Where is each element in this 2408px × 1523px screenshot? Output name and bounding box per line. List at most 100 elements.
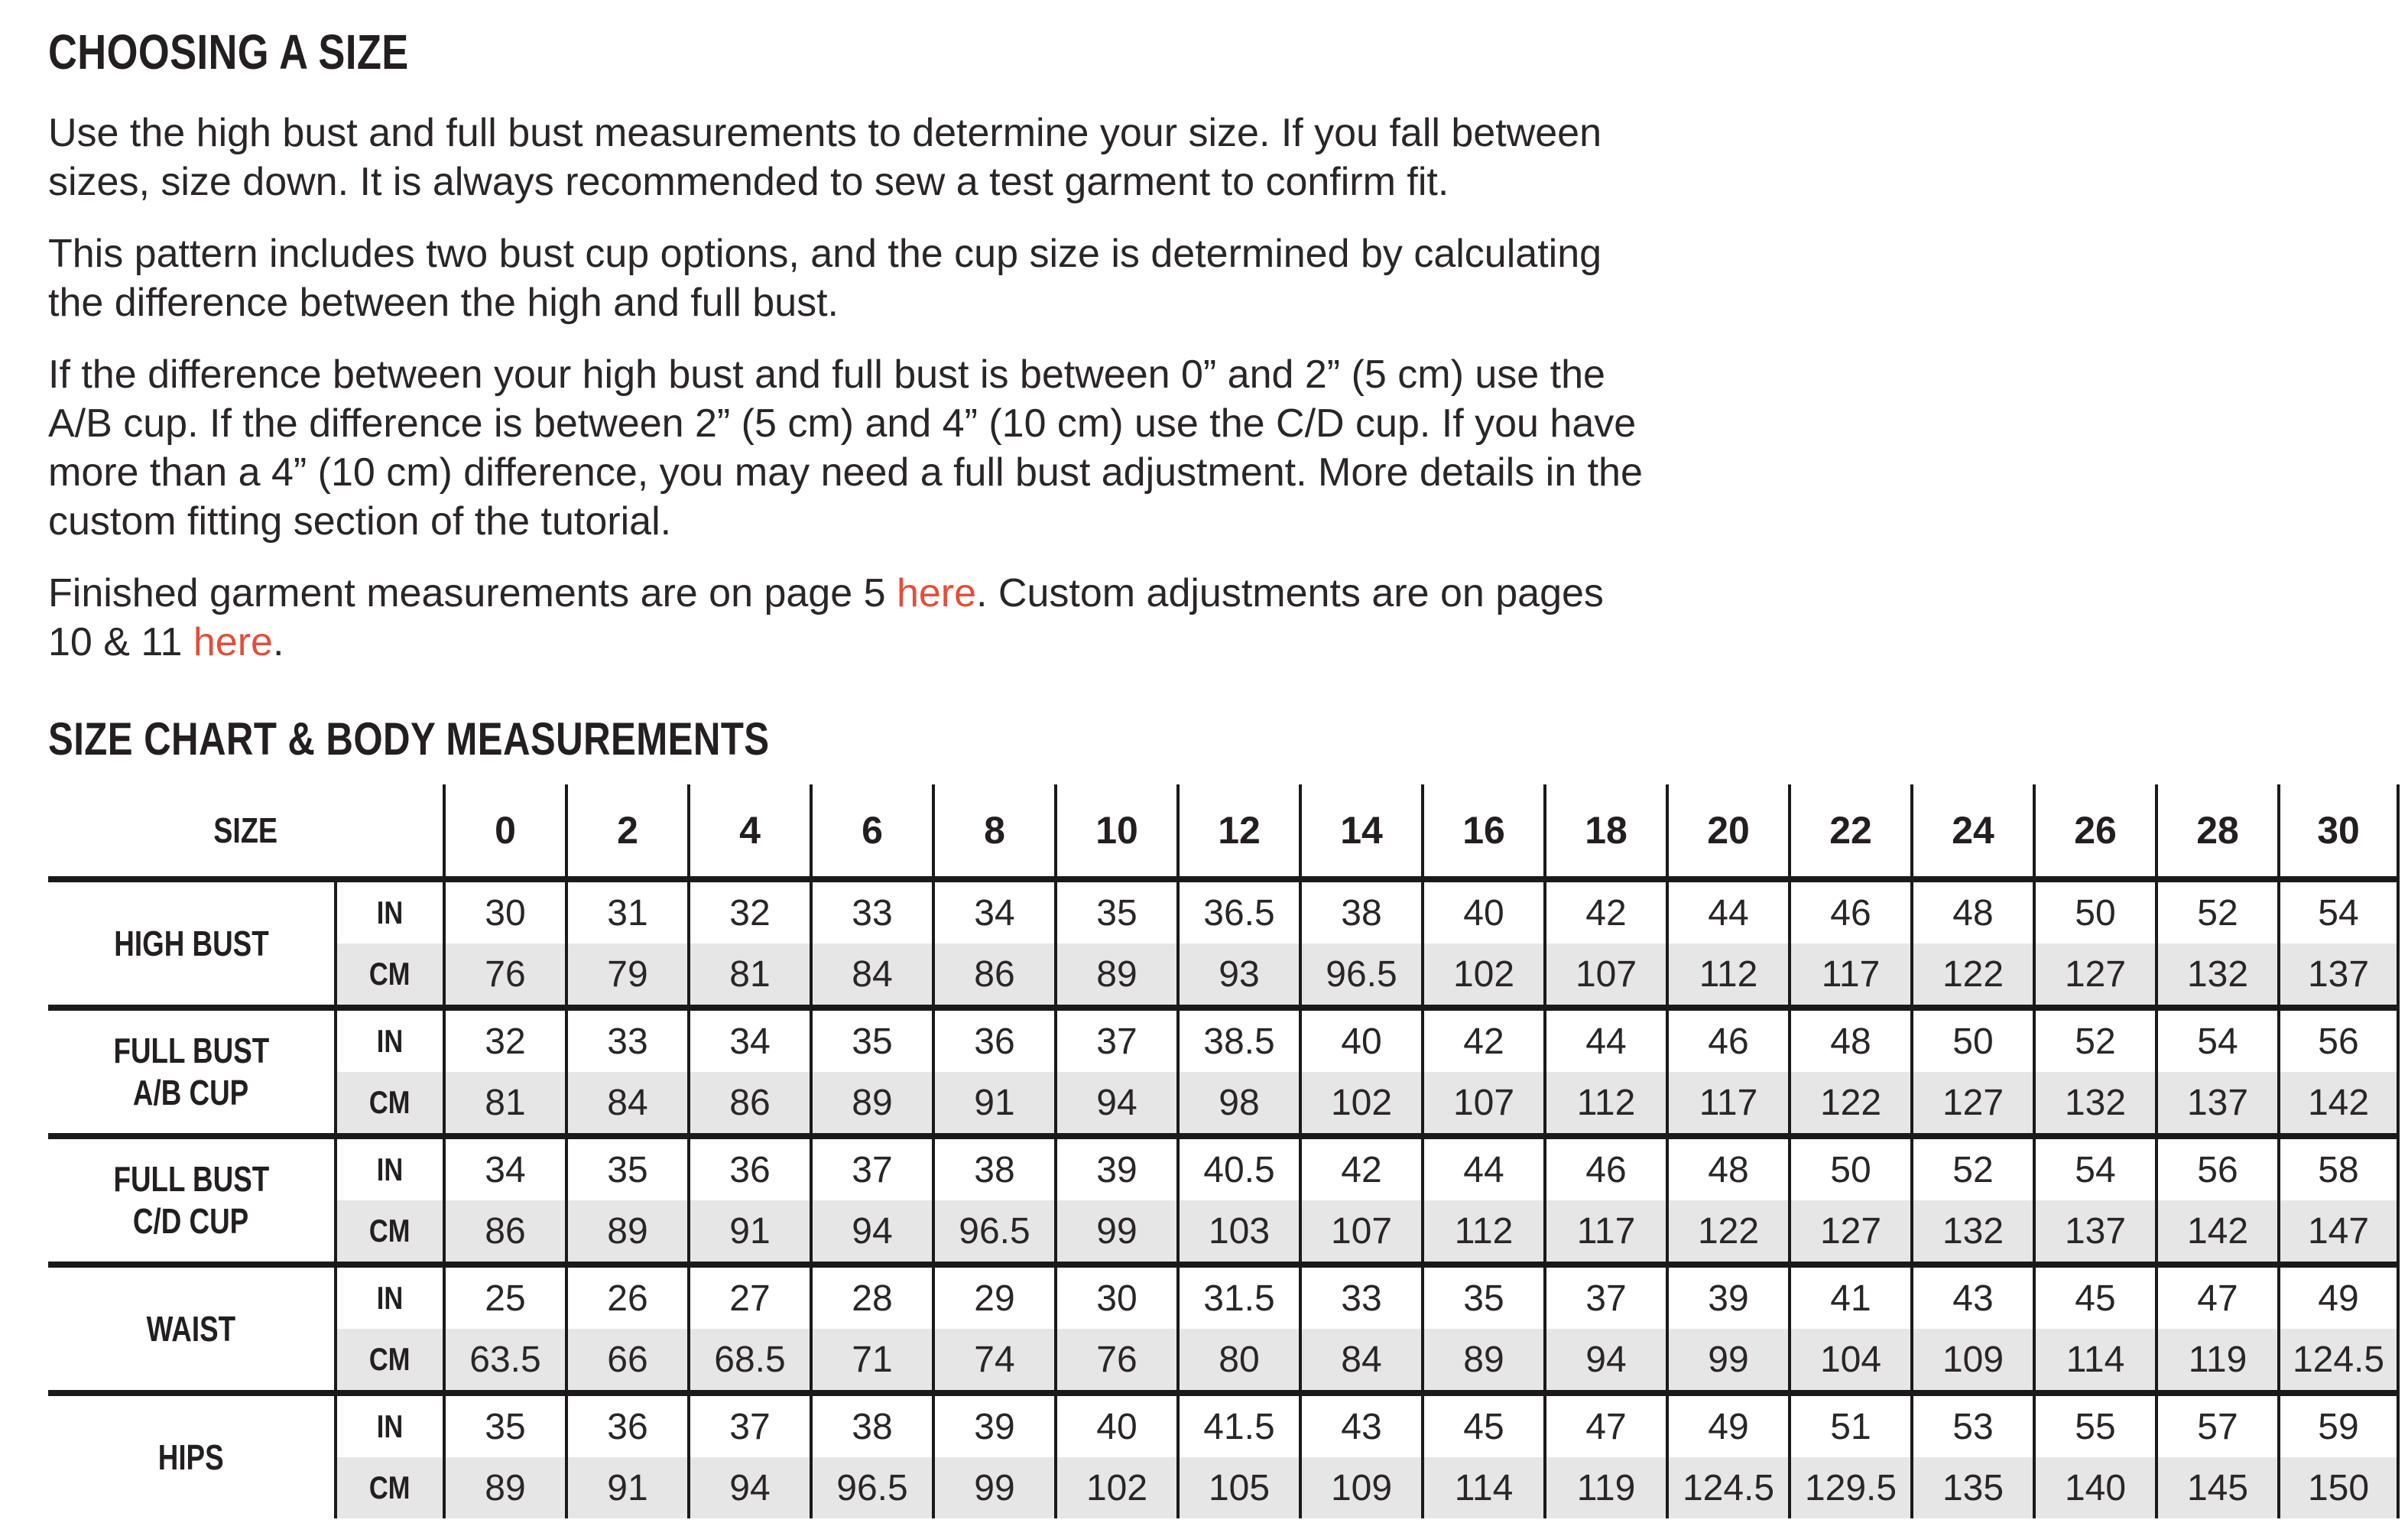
measurement-value: 34 bbox=[687, 1011, 810, 1072]
measurement-value: 132 bbox=[2155, 943, 2277, 1005]
measurement-label-line: HIPS bbox=[158, 1437, 224, 1477]
measurement-value: 89 bbox=[810, 1072, 932, 1133]
measurement-label: FULL BUST C/D CUP bbox=[48, 1139, 334, 1262]
measurement-group: WAIST IN 25 26 27 28 29 30 31.5 33 35 37 39 41 43 45 47 4… bbox=[48, 1262, 2400, 1390]
measurement-value: 33 bbox=[1299, 1268, 1421, 1329]
paragraph-cup-difference: If the difference between your high bust… bbox=[48, 352, 1643, 544]
measurement-value: 71 bbox=[810, 1329, 932, 1390]
measurement-value: 102 bbox=[1299, 1072, 1421, 1133]
measurement-value: 119 bbox=[2155, 1329, 2277, 1390]
unit-label-cm: CM bbox=[334, 1072, 443, 1133]
measurement-value: 89 bbox=[565, 1200, 687, 1262]
unit-label-in: IN bbox=[334, 1396, 443, 1457]
measurement-value: 107 bbox=[1543, 943, 1666, 1005]
measurement-label-line: C/D CUP bbox=[133, 1201, 249, 1241]
measurement-value: 53 bbox=[1910, 1396, 2033, 1457]
measurement-value: 49 bbox=[2277, 1268, 2400, 1329]
measurement-value: 39 bbox=[932, 1396, 1054, 1457]
measurement-value: 30 bbox=[443, 882, 565, 943]
measurement-value: 44 bbox=[1543, 1011, 1666, 1072]
size-column-header: 4 bbox=[687, 784, 810, 876]
size-column-header: 12 bbox=[1176, 784, 1299, 876]
measurement-value: 86 bbox=[932, 943, 1054, 1005]
measurement-value: 81 bbox=[687, 943, 810, 1005]
measurement-value: 55 bbox=[2033, 1396, 2155, 1457]
measurement-value: 27 bbox=[687, 1268, 810, 1329]
measurement-value: 32 bbox=[443, 1011, 565, 1072]
unit-label-cm: CM bbox=[334, 1457, 443, 1518]
measurement-value: 122 bbox=[1788, 1072, 1910, 1133]
measurement-value: 91 bbox=[687, 1200, 810, 1262]
measurement-value: 43 bbox=[1910, 1268, 2033, 1329]
measurement-value: 86 bbox=[443, 1200, 565, 1262]
measurement-value: 37 bbox=[1543, 1268, 1666, 1329]
measurement-value: 38 bbox=[1299, 882, 1421, 943]
page-title: CHOOSING A SIZE bbox=[48, 23, 2408, 81]
measurement-value: 91 bbox=[565, 1457, 687, 1518]
measurement-value: 56 bbox=[2155, 1139, 2277, 1200]
measurement-group: HIGH BUST IN 30 31 32 33 34 35 36.5 38 40 42 44 46 48 5… bbox=[48, 876, 2400, 1005]
measurement-value: 132 bbox=[2033, 1072, 2155, 1133]
measurement-value: 28 bbox=[810, 1268, 932, 1329]
measurement-value: 142 bbox=[2155, 1200, 2277, 1262]
measurement-value: 74 bbox=[932, 1329, 1054, 1390]
measurement-value: 44 bbox=[1421, 1139, 1543, 1200]
measurement-value: 57 bbox=[2155, 1396, 2277, 1457]
measurement-value: 45 bbox=[1421, 1396, 1543, 1457]
measurement-value: 117 bbox=[1788, 943, 1910, 1005]
measurement-value: 122 bbox=[1910, 943, 2033, 1005]
measurement-value: 37 bbox=[687, 1396, 810, 1457]
measurement-value: 52 bbox=[1910, 1139, 2033, 1200]
measurement-value: 51 bbox=[1788, 1396, 1910, 1457]
measurement-value: 38 bbox=[932, 1139, 1054, 1200]
measurement-value: 68.5 bbox=[687, 1329, 810, 1390]
measurement-value: 36 bbox=[932, 1011, 1054, 1072]
measurement-value: 137 bbox=[2155, 1072, 2277, 1133]
measurement-value: 34 bbox=[443, 1139, 565, 1200]
size-column-header: 0 bbox=[443, 784, 565, 876]
measurement-value: 42 bbox=[1421, 1011, 1543, 1072]
intro-section: Use the high bust and full bust measurem… bbox=[48, 109, 2408, 667]
measurement-value: 59 bbox=[2277, 1396, 2400, 1457]
link-here-pages10-11[interactable]: here bbox=[193, 620, 273, 664]
paragraph-cup-options: This pattern includes two bust cup optio… bbox=[48, 232, 1602, 325]
measurement-value: 96.5 bbox=[932, 1200, 1054, 1262]
measurement-value: 30 bbox=[1054, 1268, 1176, 1329]
measurement-value: 76 bbox=[1054, 1329, 1176, 1390]
measurement-value: 114 bbox=[2033, 1329, 2155, 1390]
measurement-value: 54 bbox=[2277, 882, 2400, 943]
measurement-value: 36 bbox=[687, 1139, 810, 1200]
measurement-value: 38.5 bbox=[1176, 1011, 1299, 1072]
link-here-page5[interactable]: here bbox=[896, 571, 977, 615]
measurement-value: 49 bbox=[1666, 1396, 1788, 1457]
size-chart-groups: HIGH BUST IN 30 31 32 33 34 35 36.5 38 40 42 44 46 48 5… bbox=[48, 876, 2400, 1518]
measurement-value: 31.5 bbox=[1176, 1268, 1299, 1329]
measurement-value: 124.5 bbox=[2277, 1329, 2400, 1390]
size-chart-title: SIZE CHART & BODY MEASUREMENTS bbox=[48, 713, 2408, 766]
measurement-value: 150 bbox=[2277, 1457, 2400, 1518]
measurement-value: 50 bbox=[1788, 1139, 1910, 1200]
measurement-label: FULL BUST A/B CUP bbox=[48, 1011, 334, 1133]
links-text-1: Finished garment measurements are on pag… bbox=[48, 571, 897, 615]
measurement-value: 84 bbox=[565, 1072, 687, 1133]
measurement-value: 26 bbox=[565, 1268, 687, 1329]
measurement-value: 86 bbox=[687, 1072, 810, 1133]
measurement-value: 89 bbox=[443, 1457, 565, 1518]
measurement-value: 43 bbox=[1299, 1396, 1421, 1457]
measurement-value: 52 bbox=[2155, 882, 2277, 943]
measurement-value: 112 bbox=[1666, 943, 1788, 1005]
size-column-header: 30 bbox=[2277, 784, 2400, 876]
measurement-value: 40 bbox=[1054, 1396, 1176, 1457]
measurement-value: 34 bbox=[932, 882, 1054, 943]
measurement-value: 137 bbox=[2277, 943, 2400, 1005]
measurement-value: 127 bbox=[2033, 943, 2155, 1005]
measurement-value: 94 bbox=[1054, 1072, 1176, 1133]
measurement-value: 93 bbox=[1176, 943, 1299, 1005]
measurement-value: 46 bbox=[1666, 1011, 1788, 1072]
measurement-value: 140 bbox=[2033, 1457, 2155, 1518]
measurement-value: 102 bbox=[1054, 1457, 1176, 1518]
measurement-value: 102 bbox=[1421, 943, 1543, 1005]
measurement-value: 35 bbox=[1054, 882, 1176, 943]
measurement-value: 107 bbox=[1421, 1072, 1543, 1133]
